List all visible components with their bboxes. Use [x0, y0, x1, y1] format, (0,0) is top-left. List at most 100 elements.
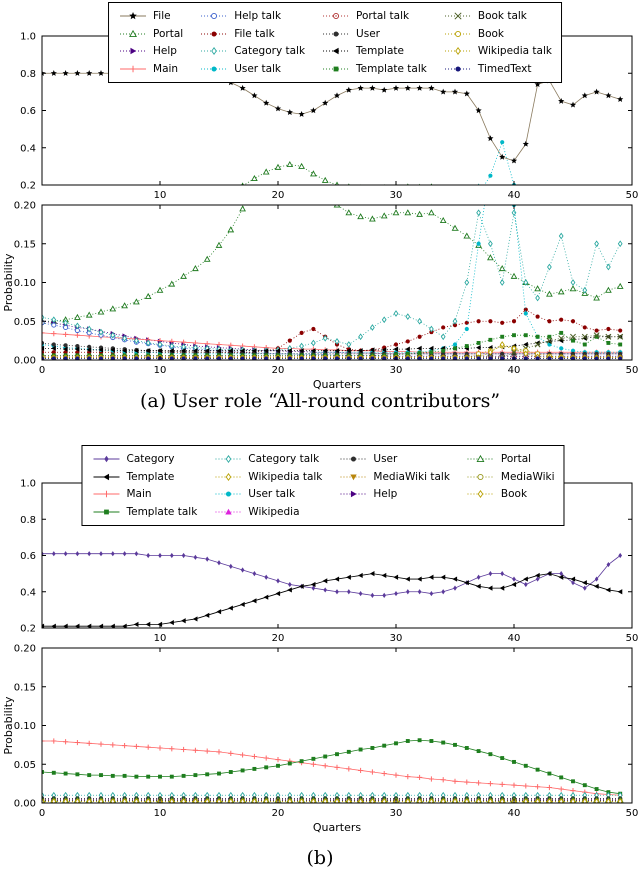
legend-column: Portal MediaWiki Book: [466, 451, 555, 520]
x-tick-label: 30: [390, 808, 403, 819]
legend-item-user-talk: User talk: [213, 486, 322, 503]
legend-item-user: User: [338, 451, 450, 468]
y-tick-label: 0.2: [20, 624, 36, 635]
book-marker-icon: [443, 28, 473, 40]
legend-item-book: Book: [466, 486, 555, 503]
legend-label: Category talk: [248, 453, 319, 465]
category-talk-marker-icon: [213, 453, 243, 465]
y-tick-label: 0.4: [20, 587, 36, 598]
wikipedia-talk-marker-icon: [443, 45, 473, 57]
help-talk-marker-icon: [199, 10, 229, 22]
user-marker-icon: [338, 453, 368, 465]
legend-label: Help talk: [234, 10, 281, 22]
y-tick-label: 0.00: [14, 799, 36, 810]
timedtext-marker-icon: [443, 63, 473, 75]
legend-label: MediaWiki talk: [373, 471, 450, 483]
legend-column: Book talk Book Wikipedia talk TimedText: [443, 8, 552, 77]
x-tick-label: 50: [626, 808, 639, 819]
template-talk-marker-icon: [321, 63, 351, 75]
book-marker-icon: [466, 488, 496, 500]
legend-label: Template: [356, 45, 404, 57]
user-talk-marker-icon: [199, 63, 229, 75]
legend-label: Help: [373, 488, 397, 500]
legend-label: User: [373, 453, 397, 465]
axes-frame: [42, 648, 632, 803]
legend-column: User MediaWiki talk Help: [338, 451, 450, 520]
legend-item-timedtext: TimedText: [443, 61, 552, 78]
legend-item-template: Template: [321, 43, 427, 60]
mediawiki-marker-icon: [466, 471, 496, 483]
file-marker-icon: [118, 10, 148, 22]
legend-label: MediaWiki: [501, 471, 555, 483]
template-marker-icon: [91, 471, 121, 483]
legend-label: Template talk: [356, 63, 427, 75]
y-tick-label: 0.05: [14, 760, 36, 771]
legend-label: Book talk: [478, 10, 527, 22]
legend-item-main: Main: [91, 486, 197, 503]
legend-label: Portal: [501, 453, 531, 465]
x-axis-label: Quarters: [313, 821, 361, 834]
legend-item-main: Main: [118, 61, 183, 78]
y-tick-label: 0.10: [14, 721, 36, 732]
portal-marker-icon: [466, 453, 496, 465]
legend-item-template-talk: Template talk: [321, 61, 427, 78]
legend-item-mediawiki-talk: MediaWiki talk: [338, 469, 450, 486]
legend-item-user-talk: User talk: [199, 61, 305, 78]
legend-label: Category: [126, 453, 174, 465]
legend-item-book-talk: Book talk: [443, 8, 552, 25]
legend-label: File talk: [234, 28, 274, 40]
legend-label: User talk: [248, 488, 295, 500]
legend-item-wikipedia: Wikipedia: [213, 504, 322, 521]
legend-item-template: Template: [91, 469, 197, 486]
template-talk-marker-icon: [91, 506, 121, 518]
legend-label: Wikipedia talk: [478, 45, 552, 57]
legend-item-template-talk: Template talk: [91, 504, 197, 521]
legend-column: Category Template Main Template talk: [91, 451, 197, 520]
legend-item-book: Book: [443, 26, 552, 43]
y-tick-label: 0.15: [14, 682, 36, 693]
legend-item-help-talk: Help talk: [199, 8, 305, 25]
y-tick-label: 0.20: [14, 644, 36, 655]
x-tick-label: 20: [272, 808, 285, 819]
legend-item-category: Category: [91, 451, 197, 468]
legend-item-portal: Portal: [466, 451, 555, 468]
x-tick-label: 40: [508, 808, 521, 819]
portal-marker-icon: [118, 28, 148, 40]
x-tick-label: 10: [154, 808, 167, 819]
legend-label: TimedText: [478, 63, 532, 75]
help-marker-icon: [118, 45, 148, 57]
y-axis-label: Probability: [2, 696, 15, 755]
series-markers-main: [39, 738, 622, 797]
portal-talk-marker-icon: [321, 10, 351, 22]
legend-label: Main: [126, 488, 151, 500]
main-marker-icon: [91, 488, 121, 500]
series-line-template: [42, 574, 620, 627]
user-talk-marker-icon: [213, 488, 243, 500]
legend-label: Help: [153, 45, 177, 57]
legend-item-wikipedia-talk: Wikipedia talk: [443, 43, 552, 60]
legend-label: Template talk: [126, 506, 197, 518]
plot-b-1: 0 10 20 30 40 50 0.00 0.05 0.10 0.15 0.20 Quarters P…: [0, 640, 640, 840]
help-marker-icon: [338, 488, 368, 500]
legend-label: Wikipedia talk: [248, 471, 322, 483]
legend-item-help: Help: [338, 486, 450, 503]
x-tick-label: 0: [39, 808, 45, 819]
series-markers-template: [39, 640, 126, 643]
legend-label: File: [153, 10, 171, 22]
book-talk-marker-icon: [443, 10, 473, 22]
user-marker-icon: [321, 28, 351, 40]
category-talk-marker-icon: [199, 45, 229, 57]
file-talk-marker-icon: [199, 28, 229, 40]
wikipedia-marker-icon: [213, 506, 243, 518]
legend-label: Book: [478, 28, 504, 40]
legend-item-wikipedia-talk: Wikipedia talk: [213, 469, 322, 486]
caption-b: (b): [0, 847, 640, 869]
y-tick-label: 1.0: [20, 479, 36, 490]
legend-label: User: [356, 28, 380, 40]
legend-label: Book: [501, 488, 527, 500]
